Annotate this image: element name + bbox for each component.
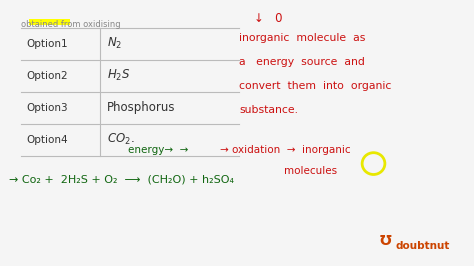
Text: $CO_2.$: $CO_2.$ bbox=[107, 132, 134, 147]
Text: doubtnut: doubtnut bbox=[396, 241, 450, 251]
FancyBboxPatch shape bbox=[29, 19, 70, 25]
Text: → oxidation  →  inorganic: → oxidation → inorganic bbox=[220, 145, 351, 155]
Text: substance.: substance. bbox=[239, 105, 298, 115]
Text: energy→  →: energy→ → bbox=[128, 145, 188, 155]
Text: Option3: Option3 bbox=[26, 103, 68, 113]
Text: Option2: Option2 bbox=[26, 71, 68, 81]
Text: obtained from oxidising: obtained from oxidising bbox=[21, 20, 121, 29]
Text: → Co₂ +  2H₂S + O₂  ⟶  (CH₂O) + h₂SO₄: → Co₂ + 2H₂S + O₂ ⟶ (CH₂O) + h₂SO₄ bbox=[9, 174, 234, 184]
Text: inorganic  molecule  as: inorganic molecule as bbox=[239, 33, 366, 43]
Text: Option1: Option1 bbox=[26, 39, 68, 49]
Text: $N_2$: $N_2$ bbox=[107, 36, 122, 51]
Text: a   energy  source  and: a energy source and bbox=[239, 57, 365, 67]
Text: molecules: molecules bbox=[284, 166, 337, 176]
Text: Option4: Option4 bbox=[26, 135, 68, 145]
Text: convert  them  into  organic: convert them into organic bbox=[239, 81, 392, 91]
Text: ↓   0: ↓ 0 bbox=[254, 12, 282, 25]
Text: Phosphorus: Phosphorus bbox=[107, 101, 175, 114]
Text: ℧: ℧ bbox=[379, 234, 391, 248]
Text: $H_2S$: $H_2S$ bbox=[107, 68, 130, 83]
